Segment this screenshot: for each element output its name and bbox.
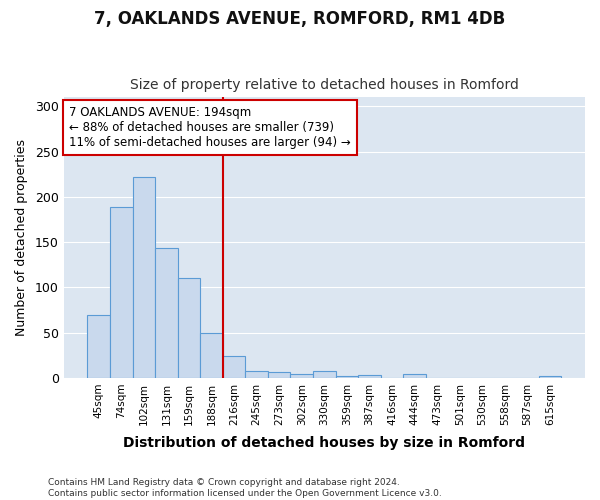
Bar bbox=[88, 314, 110, 378]
Text: Contains HM Land Registry data © Crown copyright and database right 2024.
Contai: Contains HM Land Registry data © Crown c… bbox=[48, 478, 442, 498]
Bar bbox=[178, 278, 200, 378]
Bar bbox=[245, 370, 268, 378]
Bar bbox=[133, 177, 155, 378]
Text: 7 OAKLANDS AVENUE: 194sqm
← 88% of detached houses are smaller (739)
11% of semi: 7 OAKLANDS AVENUE: 194sqm ← 88% of detac… bbox=[69, 106, 350, 149]
Bar bbox=[539, 376, 562, 378]
Title: Size of property relative to detached houses in Romford: Size of property relative to detached ho… bbox=[130, 78, 519, 92]
X-axis label: Distribution of detached houses by size in Romford: Distribution of detached houses by size … bbox=[124, 436, 526, 450]
Bar bbox=[268, 372, 290, 378]
Bar bbox=[335, 376, 358, 378]
Bar bbox=[155, 248, 178, 378]
Text: 7, OAKLANDS AVENUE, ROMFORD, RM1 4DB: 7, OAKLANDS AVENUE, ROMFORD, RM1 4DB bbox=[94, 10, 506, 28]
Bar bbox=[313, 370, 335, 378]
Bar bbox=[290, 374, 313, 378]
Y-axis label: Number of detached properties: Number of detached properties bbox=[15, 139, 28, 336]
Bar bbox=[223, 356, 245, 378]
Bar bbox=[110, 207, 133, 378]
Bar bbox=[358, 375, 381, 378]
Bar bbox=[200, 332, 223, 378]
Bar bbox=[403, 374, 426, 378]
